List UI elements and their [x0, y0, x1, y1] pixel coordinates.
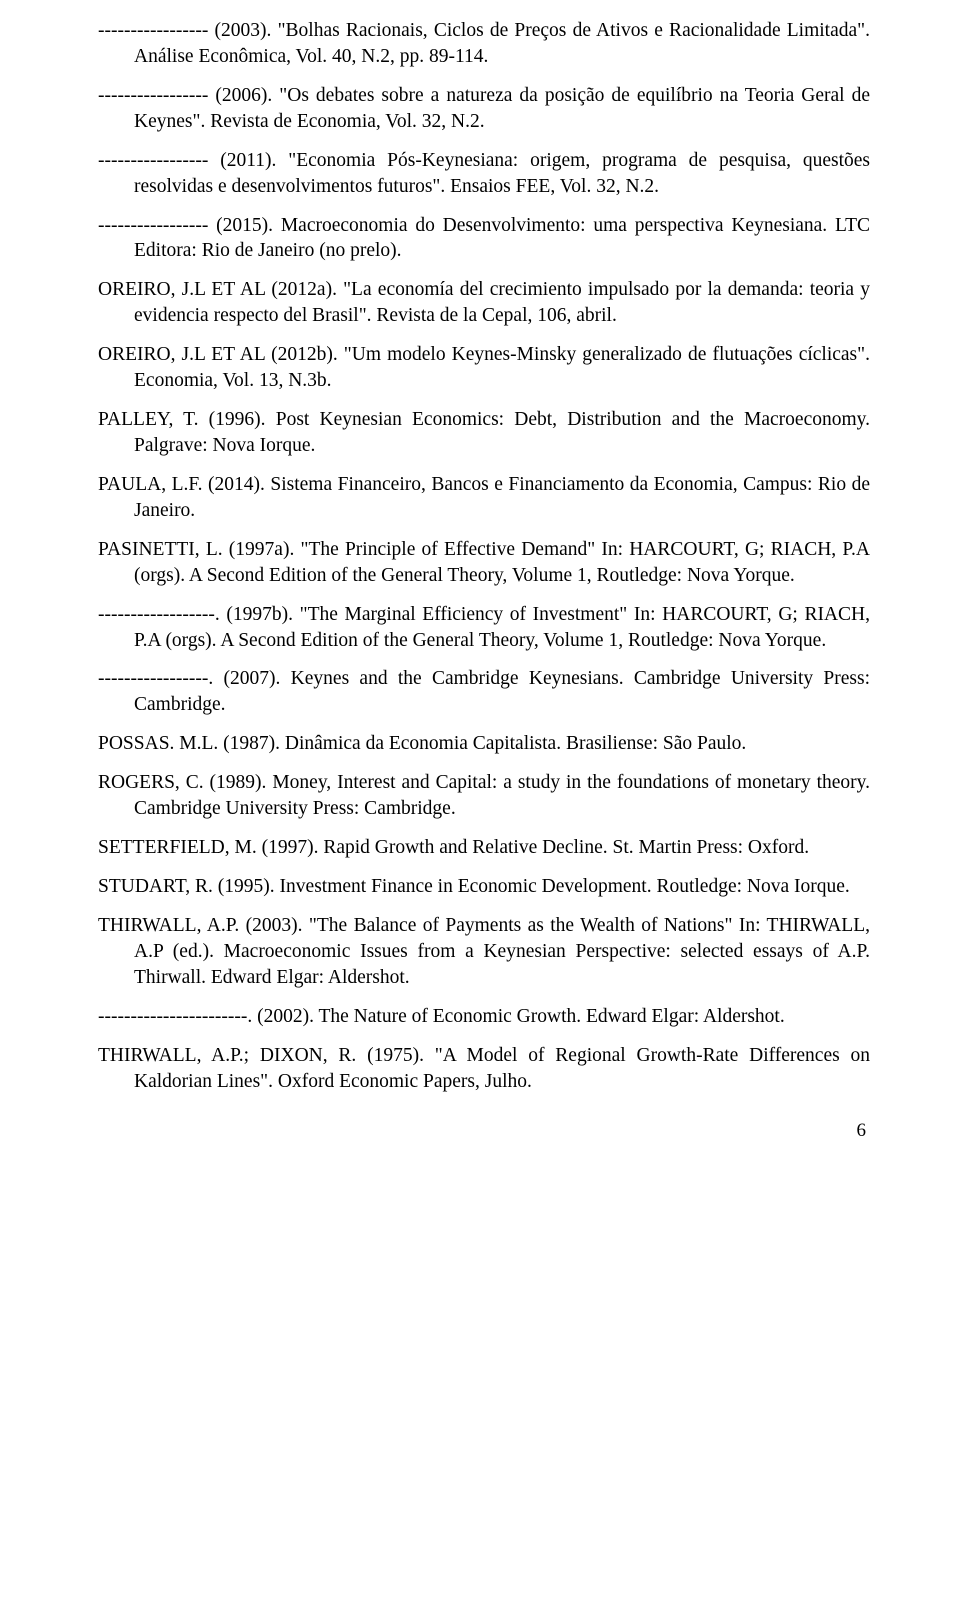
reference-entry: ------------------. (1997b). "The Margin…: [98, 602, 870, 654]
reference-entry: SETTERFIELD, M. (1997). Rapid Growth and…: [98, 835, 870, 861]
page-number: 6: [98, 1120, 870, 1142]
reference-entry: STUDART, R. (1995). Investment Finance i…: [98, 874, 870, 900]
reference-entry: -----------------------. (2002). The Nat…: [98, 1004, 870, 1030]
reference-entry: PALLEY, T. (1996). Post Keynesian Econom…: [98, 407, 870, 459]
reference-entry: ----------------- (2011). "Economia Pós-…: [98, 148, 870, 200]
reference-entry: ----------------- (2006). "Os debates so…: [98, 83, 870, 135]
reference-entry: ROGERS, C. (1989). Money, Interest and C…: [98, 770, 870, 822]
reference-entry: PAULA, L.F. (2014). Sistema Financeiro, …: [98, 472, 870, 524]
reference-entry: POSSAS. M.L. (1987). Dinâmica da Economi…: [98, 731, 870, 757]
reference-entry: ----------------- (2003). "Bolhas Racion…: [98, 18, 870, 70]
reference-entry: ----------------- (2015). Macroeconomia …: [98, 213, 870, 265]
reference-entry: OREIRO, J.L ET AL (2012b). "Um modelo Ke…: [98, 342, 870, 394]
reference-entry: THIRWALL, A.P.; DIXON, R. (1975). "A Mod…: [98, 1043, 870, 1095]
reference-entry: OREIRO, J.L ET AL (2012a). "La economía …: [98, 277, 870, 329]
reference-entry: -----------------. (2007). Keynes and th…: [98, 666, 870, 718]
page-content: ----------------- (2003). "Bolhas Racion…: [0, 0, 960, 1182]
reference-entry: THIRWALL, A.P. (2003). "The Balance of P…: [98, 913, 870, 991]
reference-entry: PASINETTI, L. (1997a). "The Principle of…: [98, 537, 870, 589]
